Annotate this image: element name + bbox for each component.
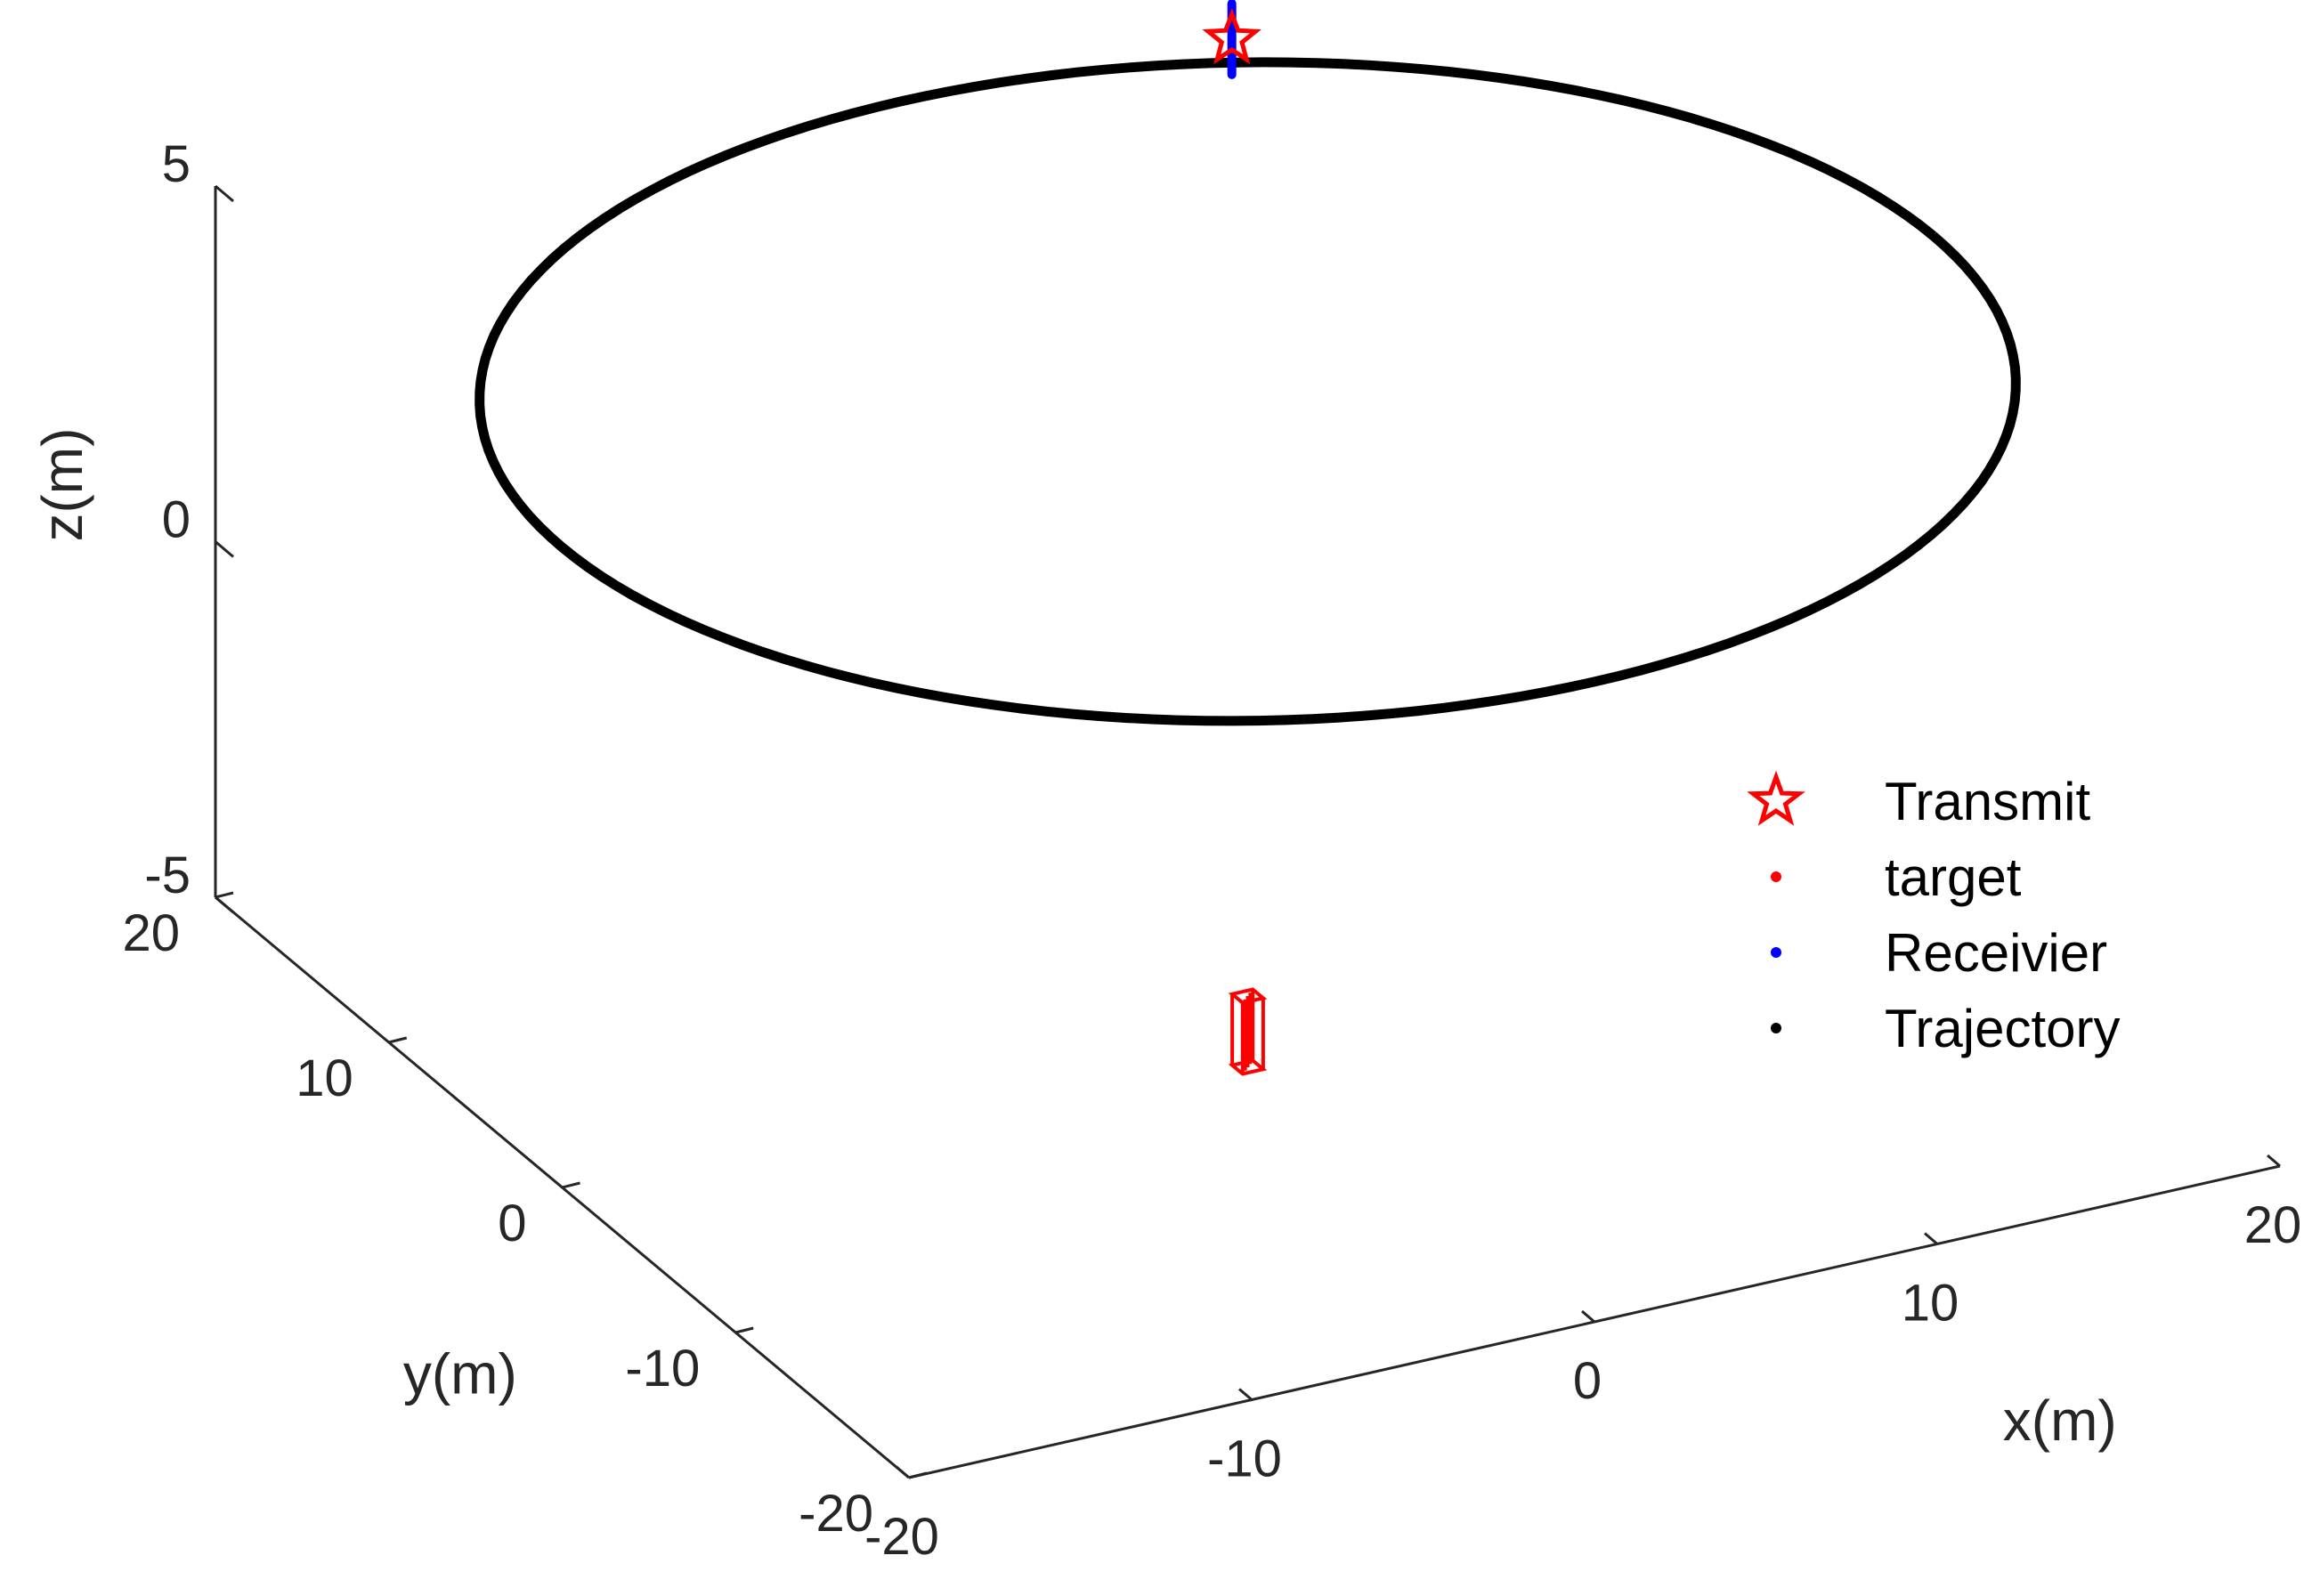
y-tick-mark <box>388 1036 408 1044</box>
x-tick-label: -20 <box>864 1508 939 1566</box>
y-tick-label: 0 <box>498 1195 526 1252</box>
z-tick-label: -5 <box>144 847 191 904</box>
z-axis-label: z(m) <box>30 428 94 542</box>
x-tick-mark <box>1924 1232 1938 1245</box>
legend-dot-icon <box>1771 871 1781 882</box>
z-tick-label: 0 <box>162 491 191 549</box>
z-tick-mark <box>215 895 234 914</box>
x-tick-mark <box>1581 1309 1595 1324</box>
y-tick-mark <box>908 1471 928 1479</box>
legend-label: target <box>1885 847 2022 907</box>
z-tick-label: 5 <box>162 135 191 193</box>
z-tick-mark <box>215 184 234 203</box>
transmit-star-marker <box>1202 7 1261 65</box>
x-tick-mark <box>896 1465 910 1479</box>
x-tick-mark <box>2267 1154 2281 1168</box>
legend-label: Receivier <box>1885 923 2107 983</box>
data-layer <box>475 0 2021 1076</box>
y-tick-mark <box>215 891 234 899</box>
x-tick-label: 20 <box>2244 1196 2302 1254</box>
y-tick-mark <box>562 1181 580 1189</box>
x-tick-mark <box>1238 1388 1253 1401</box>
legend-star-icon <box>1747 770 1805 826</box>
legend-dot-icon <box>1771 947 1781 958</box>
y-tick-label: -20 <box>799 1485 873 1543</box>
legend: Transmit target Receivier Trajectory <box>1747 770 2121 1058</box>
x-tick-label: -10 <box>1207 1430 1282 1488</box>
legend-label: Trajectory <box>1885 999 2121 1058</box>
y-tick-label: 10 <box>296 1049 353 1107</box>
y-tick-label: 20 <box>122 904 180 962</box>
legend-dot-icon <box>1771 1023 1781 1033</box>
x-tick-label: 0 <box>1573 1352 1602 1410</box>
y-tick-mark <box>734 1326 754 1334</box>
y-tick-label: -10 <box>625 1340 700 1398</box>
legend-label: Transmit <box>1885 772 2090 831</box>
z-tick-mark <box>215 540 234 558</box>
x-axis-label: x(m) <box>2003 1389 2117 1453</box>
trajectory-line <box>475 57 2021 726</box>
x-tick-label: 10 <box>1902 1275 1959 1333</box>
y-axis-label: y(m) <box>403 1342 517 1406</box>
